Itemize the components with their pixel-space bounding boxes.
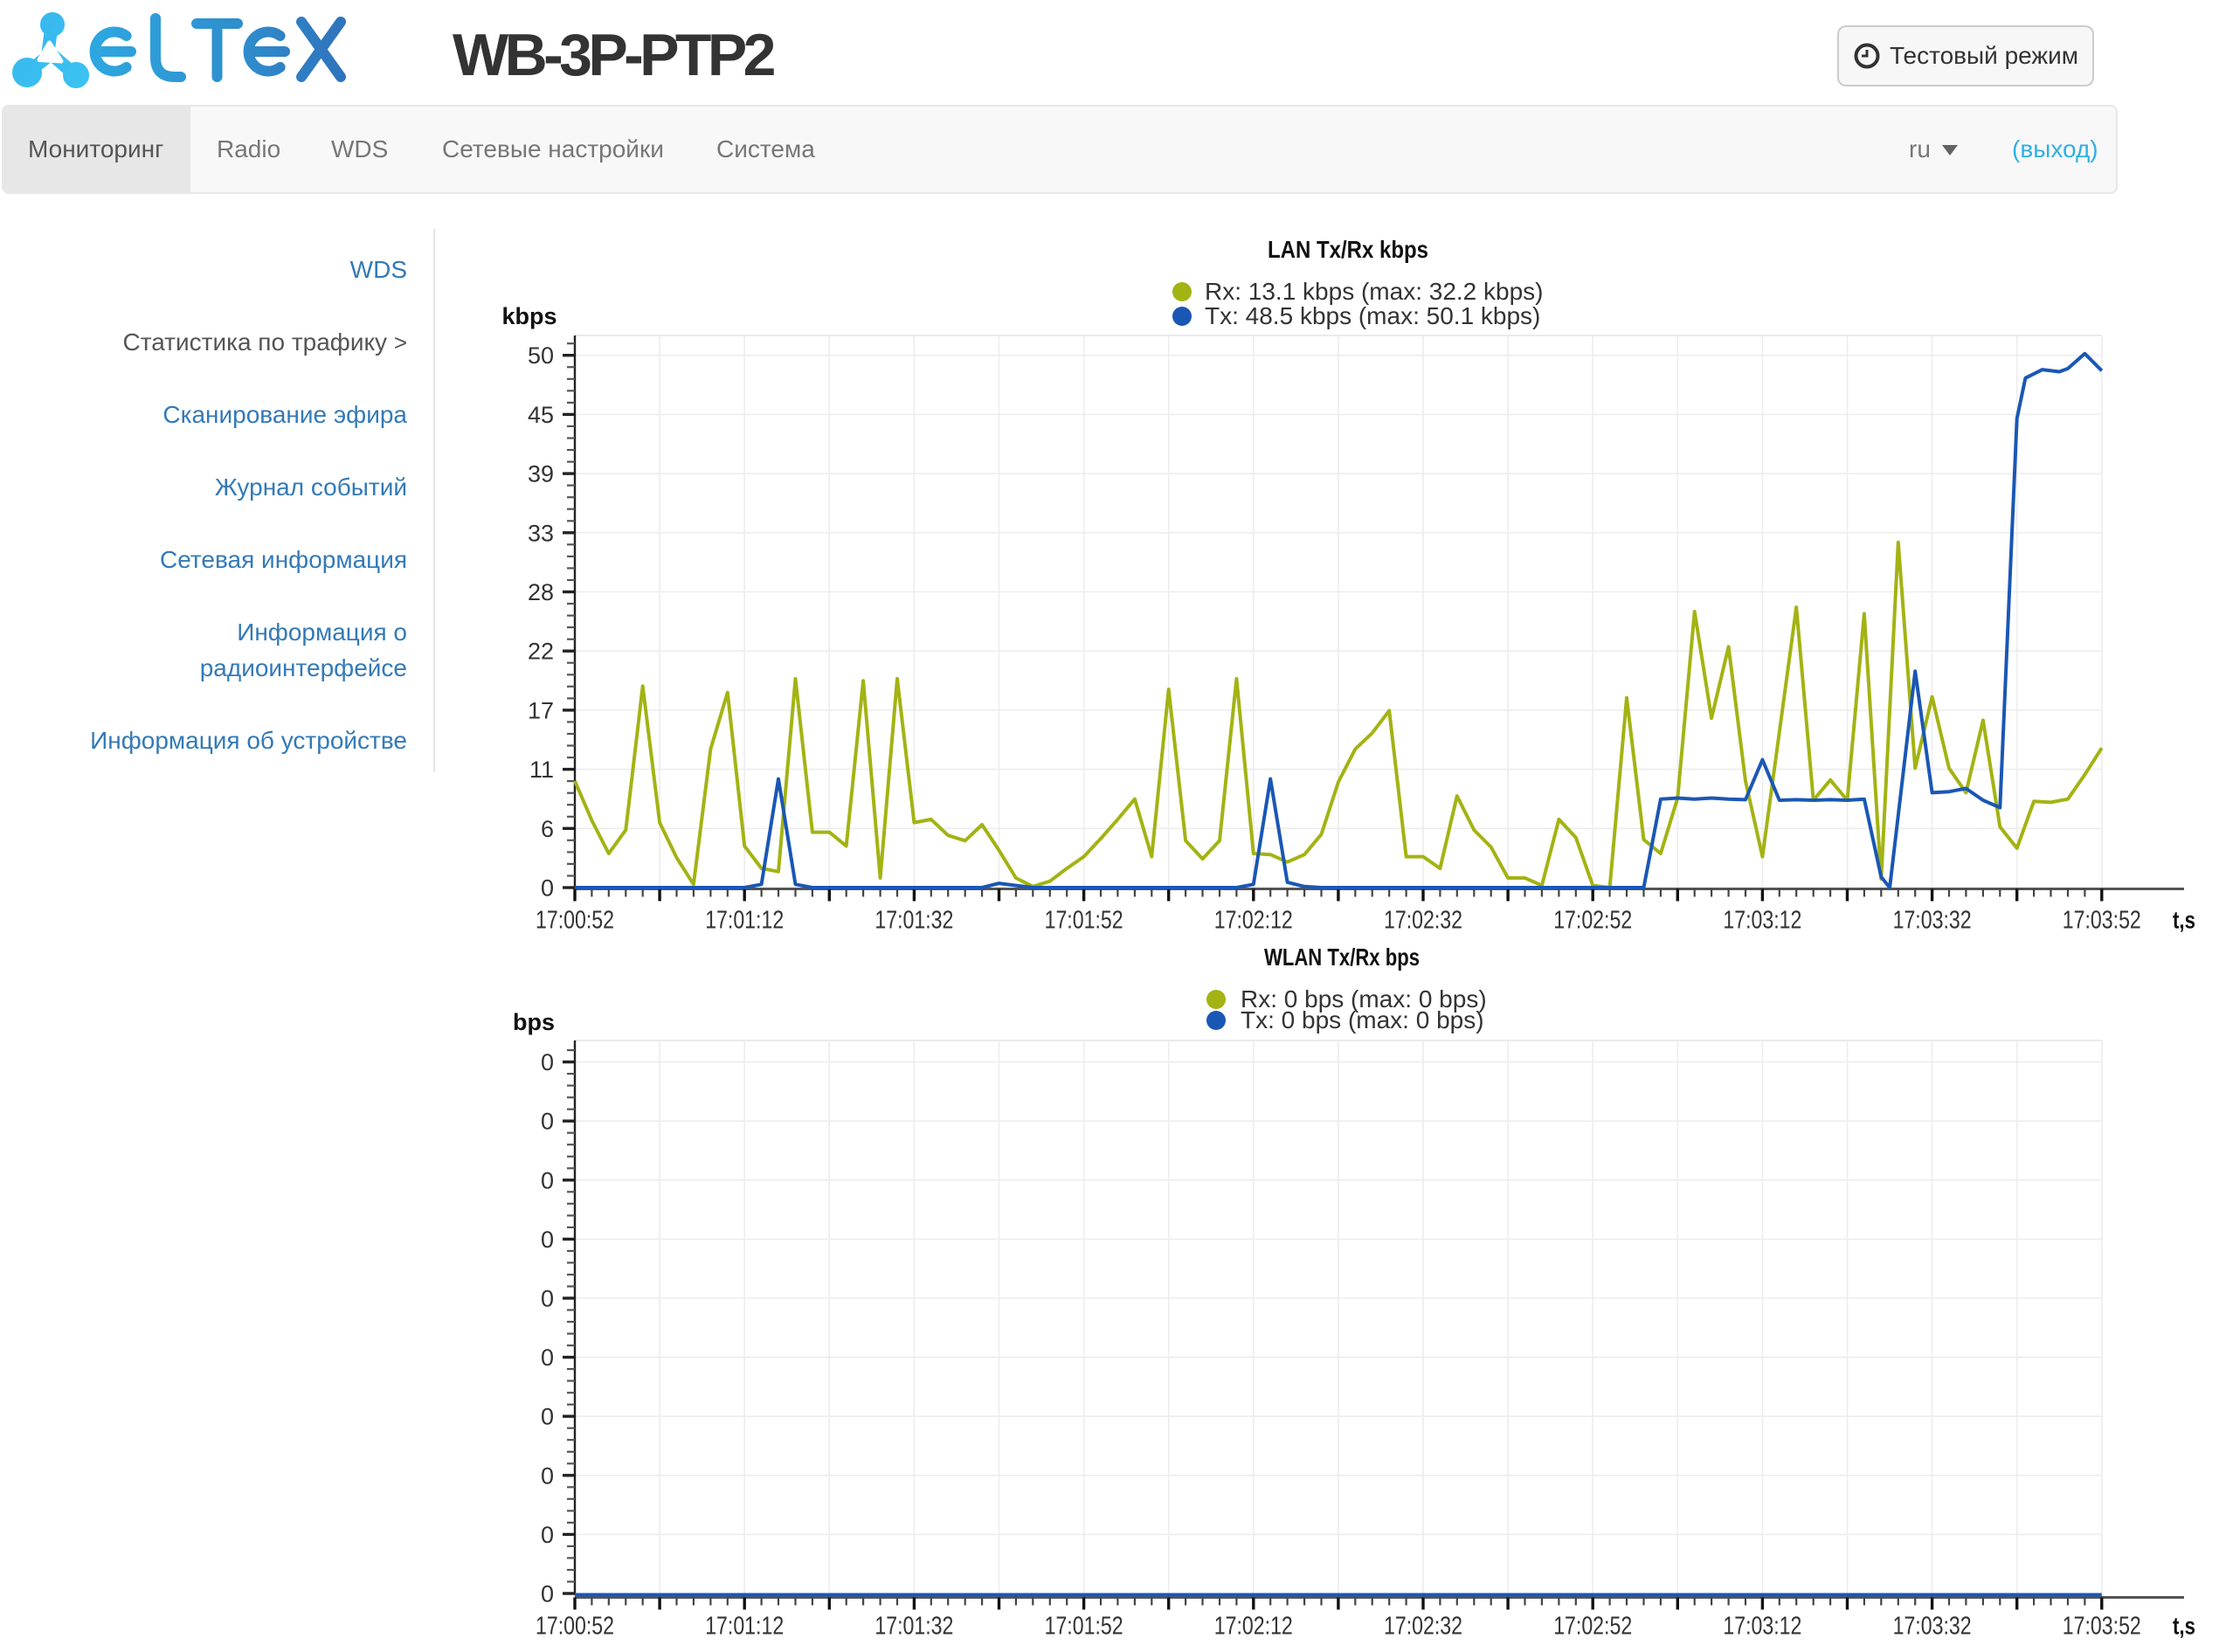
svg-text:Tx: 0 bps (max: 0 bps): Tx: 0 bps (max: 0 bps) [1241, 1006, 1484, 1033]
svg-text:17:01:32: 17:01:32 [874, 1613, 953, 1641]
svg-text:17:00:52: 17:00:52 [536, 907, 614, 935]
svg-text:50: 50 [528, 342, 554, 369]
svg-text:17:03:12: 17:03:12 [1723, 1613, 1801, 1641]
svg-text:0: 0 [541, 1404, 554, 1430]
svg-text:0: 0 [541, 1344, 554, 1371]
svg-text:kbps: kbps [501, 303, 556, 329]
svg-text:17:01:12: 17:01:12 [705, 907, 784, 935]
svg-text:17:03:52: 17:03:52 [2063, 1613, 2141, 1641]
svg-text:11: 11 [529, 757, 554, 783]
svg-text:17:02:32: 17:02:32 [1384, 1613, 1462, 1641]
svg-text:17:02:32: 17:02:32 [1384, 907, 1462, 935]
svg-text:0: 0 [541, 1109, 554, 1135]
svg-text:0: 0 [541, 1581, 554, 1607]
svg-text:17:03:12: 17:03:12 [1723, 907, 1801, 935]
svg-text:17:02:52: 17:02:52 [1553, 1613, 1632, 1641]
svg-text:39: 39 [528, 461, 554, 487]
svg-text:17:02:12: 17:02:12 [1214, 907, 1293, 935]
svg-text:17:00:52: 17:00:52 [536, 1613, 614, 1641]
svg-text:WLAN Tx/Rx bps: WLAN Tx/Rx bps [1264, 944, 1420, 971]
svg-text:0: 0 [541, 1227, 554, 1253]
svg-text:22: 22 [528, 639, 554, 665]
svg-text:45: 45 [528, 402, 554, 428]
svg-text:0: 0 [541, 1167, 554, 1193]
svg-text:t,s: t,s [2173, 1613, 2195, 1640]
svg-text:Rx: 0 bps (max: 0 bps): Rx: 0 bps (max: 0 bps) [1241, 985, 1487, 1013]
svg-text:17:03:32: 17:03:32 [1893, 907, 1972, 935]
svg-text:17:01:12: 17:01:12 [705, 1613, 784, 1641]
svg-text:17:01:52: 17:01:52 [1045, 1613, 1123, 1641]
svg-text:33: 33 [528, 520, 554, 546]
svg-text:28: 28 [528, 579, 554, 605]
svg-text:6: 6 [541, 816, 554, 842]
svg-text:0: 0 [541, 1522, 554, 1548]
svg-text:0: 0 [541, 1462, 554, 1489]
svg-text:0: 0 [541, 1286, 554, 1312]
svg-text:17:03:52: 17:03:52 [2063, 907, 2141, 935]
svg-text:0: 0 [541, 1049, 554, 1075]
svg-text:17:01:32: 17:01:32 [874, 907, 953, 935]
svg-text:LAN Tx/Rx kbps: LAN Tx/Rx kbps [1268, 236, 1428, 263]
svg-text:0: 0 [541, 875, 554, 902]
svg-text:t,s: t,s [2173, 907, 2195, 934]
svg-text:Rx: 13.1 kbps (max: 32.2 kbps): Rx: 13.1 kbps (max: 32.2 kbps) [1205, 278, 1544, 305]
svg-text:17:02:52: 17:02:52 [1553, 907, 1632, 935]
svg-text:17:02:12: 17:02:12 [1214, 1613, 1293, 1641]
svg-text:17:01:52: 17:01:52 [1045, 907, 1123, 935]
svg-text:bps: bps [513, 1009, 555, 1035]
svg-text:17: 17 [528, 697, 554, 723]
svg-text:Tx: 48.5 kbps (max: 50.1 kbps): Tx: 48.5 kbps (max: 50.1 kbps) [1205, 302, 1540, 329]
svg-text:17:03:32: 17:03:32 [1893, 1613, 1972, 1641]
